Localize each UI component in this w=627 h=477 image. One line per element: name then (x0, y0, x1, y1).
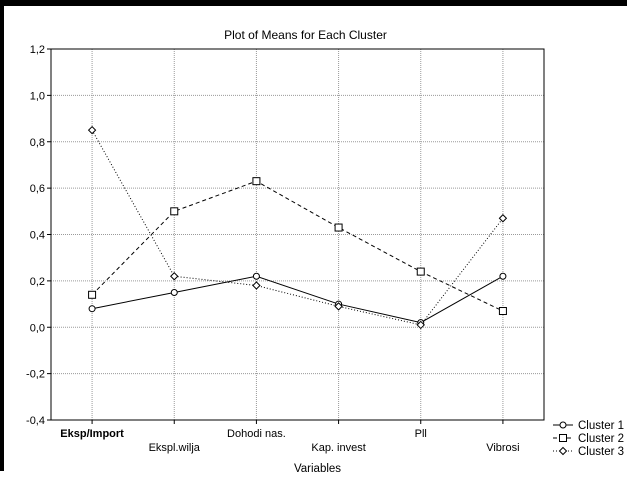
data-point (88, 305, 96, 313)
data-point (87, 125, 97, 135)
x-axis-ticks: Eksp/Import Ekspl.wilja Dohodi nas. Kap. in… (60, 420, 520, 454)
legend-marker (559, 434, 567, 442)
data-point (252, 272, 260, 280)
data-point (334, 302, 343, 311)
data-point (252, 281, 261, 290)
series-2 (88, 177, 507, 316)
y-axis-ticks: 1,2 1,0 0,8 0,6 0,4 0,2 0,0 -0,2 -0,4 (26, 44, 51, 427)
data-point (499, 272, 507, 280)
data-point (170, 272, 179, 281)
x-tick-label: Ekspl.wilja (149, 442, 201, 454)
series-line (91, 275, 504, 324)
legend-marker (559, 421, 567, 429)
y-tick-label: 0,2 (30, 276, 45, 288)
x-tick-label: Pll (415, 428, 427, 440)
series-group (87, 125, 508, 330)
data-point (498, 214, 508, 223)
y-tick-label: 0,8 (30, 137, 45, 149)
data-point (416, 267, 425, 276)
x-tick-label: Dohodi nas. (227, 428, 286, 440)
data-point (334, 223, 343, 232)
legend-marker (558, 446, 568, 456)
y-tick-label: 0,0 (30, 322, 45, 334)
chart-title: Plot of Means for Each Cluster (224, 28, 387, 42)
x-axis-label: Variables (294, 463, 341, 475)
data-point (252, 177, 261, 186)
series-line (91, 180, 504, 312)
data-point (498, 307, 507, 316)
y-tick-label: 1,0 (30, 90, 45, 102)
chart-svg: Plot of Means for Each Cluster 1,2 1,0 0,8… (26, 28, 624, 475)
y-tick-label: 0,6 (30, 183, 45, 195)
series-3 (87, 125, 508, 330)
series-line (91, 129, 504, 326)
y-tick-label: -0,2 (26, 369, 45, 381)
grid-lines (51, 49, 544, 420)
legend-label: Cluster 2 (578, 433, 624, 445)
data-point (416, 320, 425, 330)
data-point (170, 207, 179, 216)
legend-label: Cluster 3 (578, 446, 624, 458)
data-point (88, 290, 97, 299)
x-tick-label: Kap. invest (311, 442, 365, 454)
data-point (170, 288, 178, 296)
y-tick-label: 1,2 (30, 44, 45, 56)
y-tick-label: 0,4 (30, 230, 45, 242)
x-tick-label: Vibrosi (486, 442, 519, 454)
x-tick-label: Eksp/Import (60, 428, 124, 440)
legend-label: Cluster 1 (578, 420, 624, 432)
y-tick-label: -0,4 (26, 415, 45, 427)
